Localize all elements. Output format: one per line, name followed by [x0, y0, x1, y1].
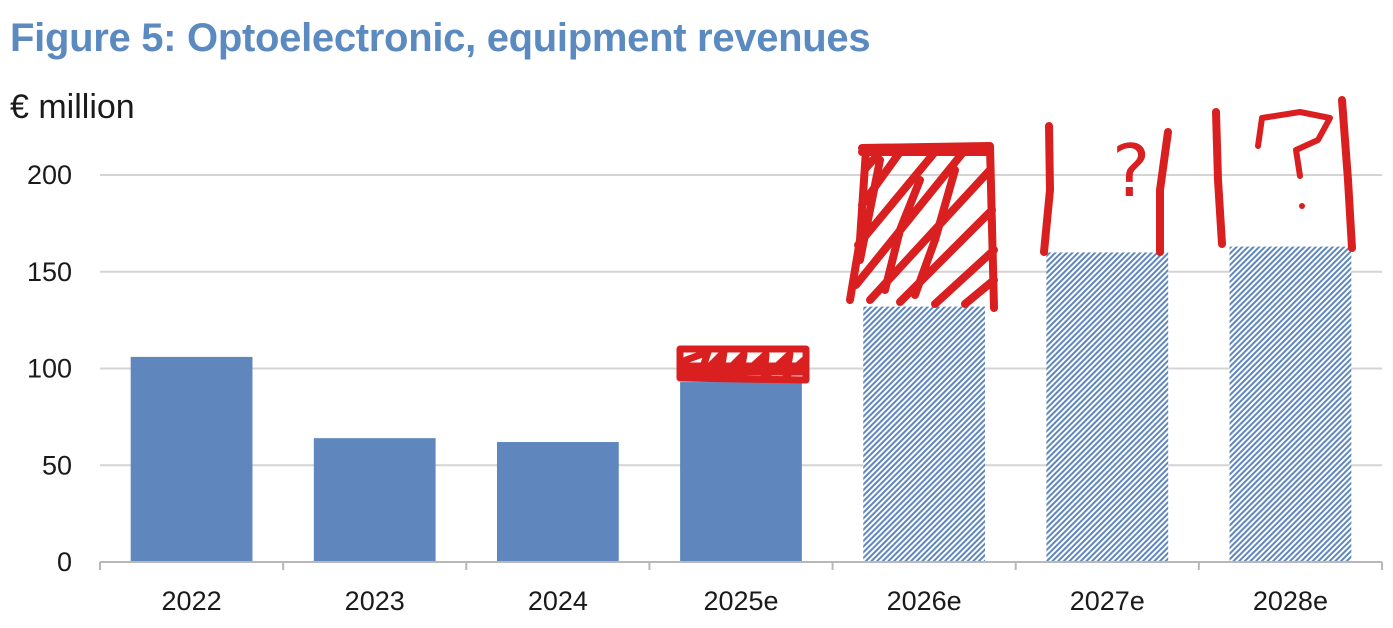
stroke-annotation-2027e-left	[1040, 122, 1055, 256]
bar-2028e	[1229, 246, 1352, 562]
scribble-annotation-2025e	[676, 345, 810, 384]
question-mark-2027e: ?	[1112, 129, 1150, 213]
stroke-annotation-2027e-right	[1156, 128, 1172, 256]
scribble-annotation-2026e	[846, 142, 998, 312]
red-annotations: ?	[676, 96, 1356, 384]
x-tick-label-2024: 2024	[528, 586, 588, 616]
x-tick-label-2025e: 2025e	[703, 586, 778, 616]
x-tick-label-2022: 2022	[162, 586, 222, 616]
bar-2022	[130, 356, 253, 562]
bar-2024	[496, 442, 619, 562]
unit-label: € million	[10, 88, 135, 126]
bracket-annotation-2028e	[1255, 109, 1333, 179]
y-tick-label-50: 50	[42, 450, 72, 480]
bar-2025e	[680, 382, 802, 562]
x-tick-label-2023: 2023	[345, 586, 405, 616]
stroke-annotation-2028e-left	[1212, 108, 1226, 248]
x-tick-label-2026e: 2026e	[887, 586, 962, 616]
stroke-annotation-2028e-right	[1338, 96, 1356, 252]
x-tick-label-2028e: 2028e	[1253, 586, 1328, 616]
chart-title: Figure 5: Optoelectronic, equipment reve…	[10, 16, 871, 60]
x-tick-label-2027e: 2027e	[1070, 586, 1145, 616]
axes: 0 50 100 150 200 2022 2023 2024 2025e 2026e 2027e 2…	[27, 160, 1383, 616]
y-tick-label-200: 200	[27, 160, 72, 190]
y-tick-label-150: 150	[27, 257, 72, 287]
bar-2026e	[863, 306, 986, 562]
bar-2027e	[1046, 252, 1169, 562]
bar-2023	[313, 438, 436, 562]
y-tick-label-0: 0	[57, 547, 72, 577]
bars	[130, 246, 1352, 562]
y-tick-label-100: 100	[27, 354, 72, 384]
question-dot-2028e	[1299, 203, 1305, 209]
